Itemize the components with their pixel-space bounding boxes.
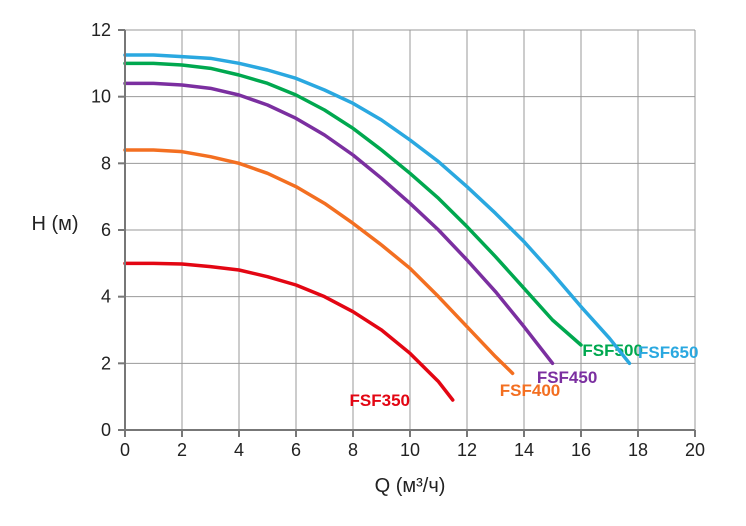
y-tick-4: 4: [101, 287, 111, 307]
x-tick-14: 14: [514, 440, 534, 460]
y-tick-0: 0: [101, 420, 111, 440]
series-label-FSF450: FSF450: [537, 368, 597, 387]
y-tick-2: 2: [101, 353, 111, 373]
series-label-FSF350: FSF350: [350, 391, 410, 410]
y-tick-12: 12: [91, 20, 111, 40]
x-tick-12: 12: [457, 440, 477, 460]
y-axis-label: H (м): [31, 213, 78, 235]
chart-svg: FSF350FSF400FSF450FSF500FSF6500246810121…: [0, 0, 746, 526]
x-tick-8: 8: [348, 440, 358, 460]
y-tick-6: 6: [101, 220, 111, 240]
pump-curve-chart: { "chart": { "type": "line", "width": 74…: [0, 0, 746, 526]
y-tick-10: 10: [91, 87, 111, 107]
x-axis-label: Q (м³/ч): [375, 475, 446, 497]
series-label-FSF650: FSF650: [638, 343, 698, 362]
x-tick-20: 20: [685, 440, 705, 460]
x-tick-18: 18: [628, 440, 648, 460]
x-tick-2: 2: [177, 440, 187, 460]
y-tick-8: 8: [101, 153, 111, 173]
x-tick-0: 0: [120, 440, 130, 460]
x-tick-16: 16: [571, 440, 591, 460]
x-tick-10: 10: [400, 440, 420, 460]
x-tick-6: 6: [291, 440, 301, 460]
x-tick-4: 4: [234, 440, 244, 460]
